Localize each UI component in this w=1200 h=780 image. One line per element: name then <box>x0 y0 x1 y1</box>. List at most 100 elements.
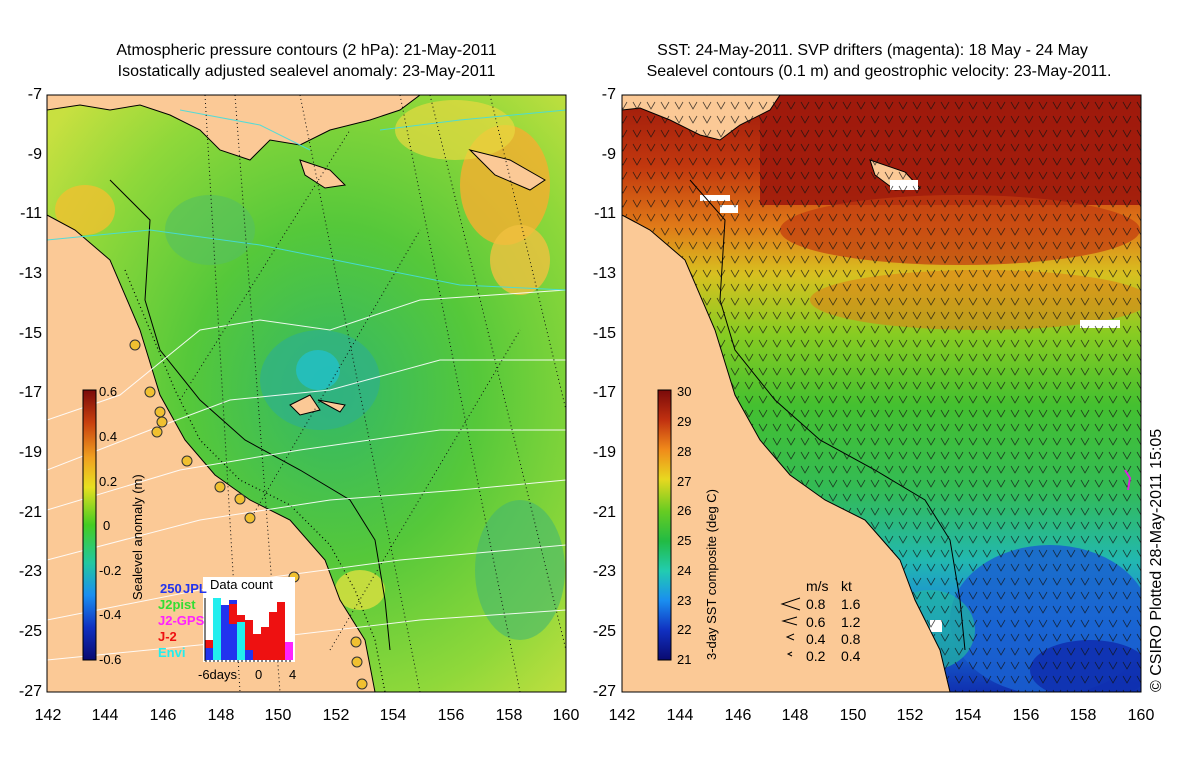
y-tick: -15 <box>592 325 616 342</box>
tide-gauges <box>129 339 368 690</box>
y-tick: -9 <box>601 146 616 163</box>
colorbar-tick: 28 <box>677 444 692 459</box>
x-tick: 158 <box>1069 707 1097 724</box>
data-count-inset <box>203 577 295 662</box>
inset-bars <box>205 598 293 660</box>
x-tick: 142 <box>34 707 62 724</box>
y-tick: -23 <box>592 563 616 580</box>
y-tick: -27 <box>592 683 616 700</box>
y-tick: -15 <box>18 325 42 342</box>
right-map <box>622 95 1141 692</box>
velocity-kt: 0.8 <box>841 631 861 647</box>
inset-title: Data count <box>210 577 273 592</box>
island <box>468 149 546 191</box>
x-tick: 146 <box>149 707 177 724</box>
velocity-kt: 1.6 <box>841 596 861 612</box>
y-tick: -25 <box>592 623 616 640</box>
velocity-header-ms: m/s <box>806 578 829 594</box>
legend-j2pist: J2pist <box>158 597 196 612</box>
colorbar-tick: 0 <box>103 518 111 533</box>
x-tick: 150 <box>264 707 292 724</box>
warm-anomaly-blob <box>490 225 550 295</box>
y-tick: -27 <box>18 683 42 700</box>
shelf-contour <box>109 179 391 651</box>
drifter-track <box>1124 469 1132 491</box>
colorbar-tick: 0.6 <box>99 384 118 399</box>
cool-anomaly-blob <box>475 500 565 640</box>
inset-xtick-right: 4 <box>289 667 297 682</box>
right-title-line2: Sealevel contours (0.1 m) and geostrophi… <box>646 63 1112 80</box>
island <box>317 399 346 413</box>
island <box>299 159 347 189</box>
legend-j2-gps: J2-GPS <box>158 613 205 628</box>
right-map-frame <box>621 94 1142 693</box>
legend-j-2: J-2 <box>158 629 177 644</box>
colorbar-tick: 29 <box>677 414 692 429</box>
y-tick: -17 <box>592 384 616 401</box>
warm-anomaly-blob <box>55 185 115 235</box>
y-tick: -13 <box>18 265 42 282</box>
altimeter-tracks <box>179 95 566 692</box>
cool-anomaly-blob <box>296 350 340 390</box>
cool-anomaly-blob <box>165 195 255 265</box>
velocity-ms: 0.4 <box>806 631 826 647</box>
y-tick: -25 <box>18 623 42 640</box>
warm-anomaly-blob <box>395 100 515 160</box>
x-tick: 158 <box>495 707 523 724</box>
colorbar-tick: 23 <box>677 593 692 608</box>
left-map <box>47 95 566 692</box>
colorbar-tick: 0.2 <box>99 474 118 489</box>
velocity-kt: 1.2 <box>841 614 861 630</box>
x-tick: 148 <box>781 707 809 724</box>
y-tick: -17 <box>18 384 42 401</box>
colorbar-tick: -0.2 <box>99 563 122 578</box>
x-tick: 144 <box>91 707 119 724</box>
sla-colorbar-label: Sealevel anomaly (m) <box>130 474 145 600</box>
sla-colorbar <box>82 389 97 661</box>
y-tick: -19 <box>18 444 42 461</box>
y-tick: -13 <box>592 265 616 282</box>
x-tick: 150 <box>839 707 867 724</box>
x-tick: 154 <box>954 707 982 724</box>
x-tick: 144 <box>666 707 694 724</box>
y-tick: -19 <box>592 444 616 461</box>
colorbar-tick: -0.6 <box>99 652 122 667</box>
velocity-header-kt: kt <box>841 578 852 594</box>
velocity-ms: 0.2 <box>806 648 826 664</box>
right-title-line1: SST: 24-May-2011. SVP drifters (magenta)… <box>657 42 1088 59</box>
colorbar-tick: 0.4 <box>99 429 118 444</box>
y-tick: -23 <box>18 563 42 580</box>
x-tick: 156 <box>1012 707 1040 724</box>
island <box>289 394 321 416</box>
colorbar-tick: 25 <box>677 533 692 548</box>
inset-xtick-left: -6days <box>198 667 238 682</box>
colorbar-tick: -0.4 <box>99 607 122 622</box>
colorbar-tick: 30 <box>677 384 692 399</box>
colorbar-tick: 26 <box>677 503 692 518</box>
x-tick: 160 <box>1127 707 1155 724</box>
y-tick: -9 <box>27 146 42 163</box>
geostrophic-velocity-field <box>622 95 1141 692</box>
left-title-line1: Atmospheric pressure contours (2 hPa): 2… <box>116 42 497 59</box>
sst-colorbar-label: 3-day SST composite (deg C) <box>704 489 719 660</box>
y-tick: -7 <box>601 86 616 103</box>
colorbar-tick: 27 <box>677 474 692 489</box>
x-tick: 154 <box>379 707 407 724</box>
x-tick: 156 <box>437 707 465 724</box>
left-png-land <box>47 95 421 161</box>
sst-colorbar <box>657 389 672 661</box>
y-tick: -11 <box>20 205 42 222</box>
x-tick: 152 <box>322 707 350 724</box>
inset-xtick-mid: 0 <box>255 667 263 682</box>
x-tick: 152 <box>896 707 924 724</box>
velocity-ms: 0.6 <box>806 614 826 630</box>
colorbar-tick: 21 <box>677 652 692 667</box>
x-tick: 160 <box>552 707 580 724</box>
legend-envi: Envi <box>158 645 186 660</box>
inset-count-label: 250 <box>160 581 182 596</box>
velocity-ms: 0.8 <box>806 596 826 612</box>
pressure-contours <box>47 289 566 661</box>
y-tick: -21 <box>18 504 42 521</box>
legend-jpl: JPL <box>183 581 207 596</box>
left-map-frame <box>46 94 567 693</box>
